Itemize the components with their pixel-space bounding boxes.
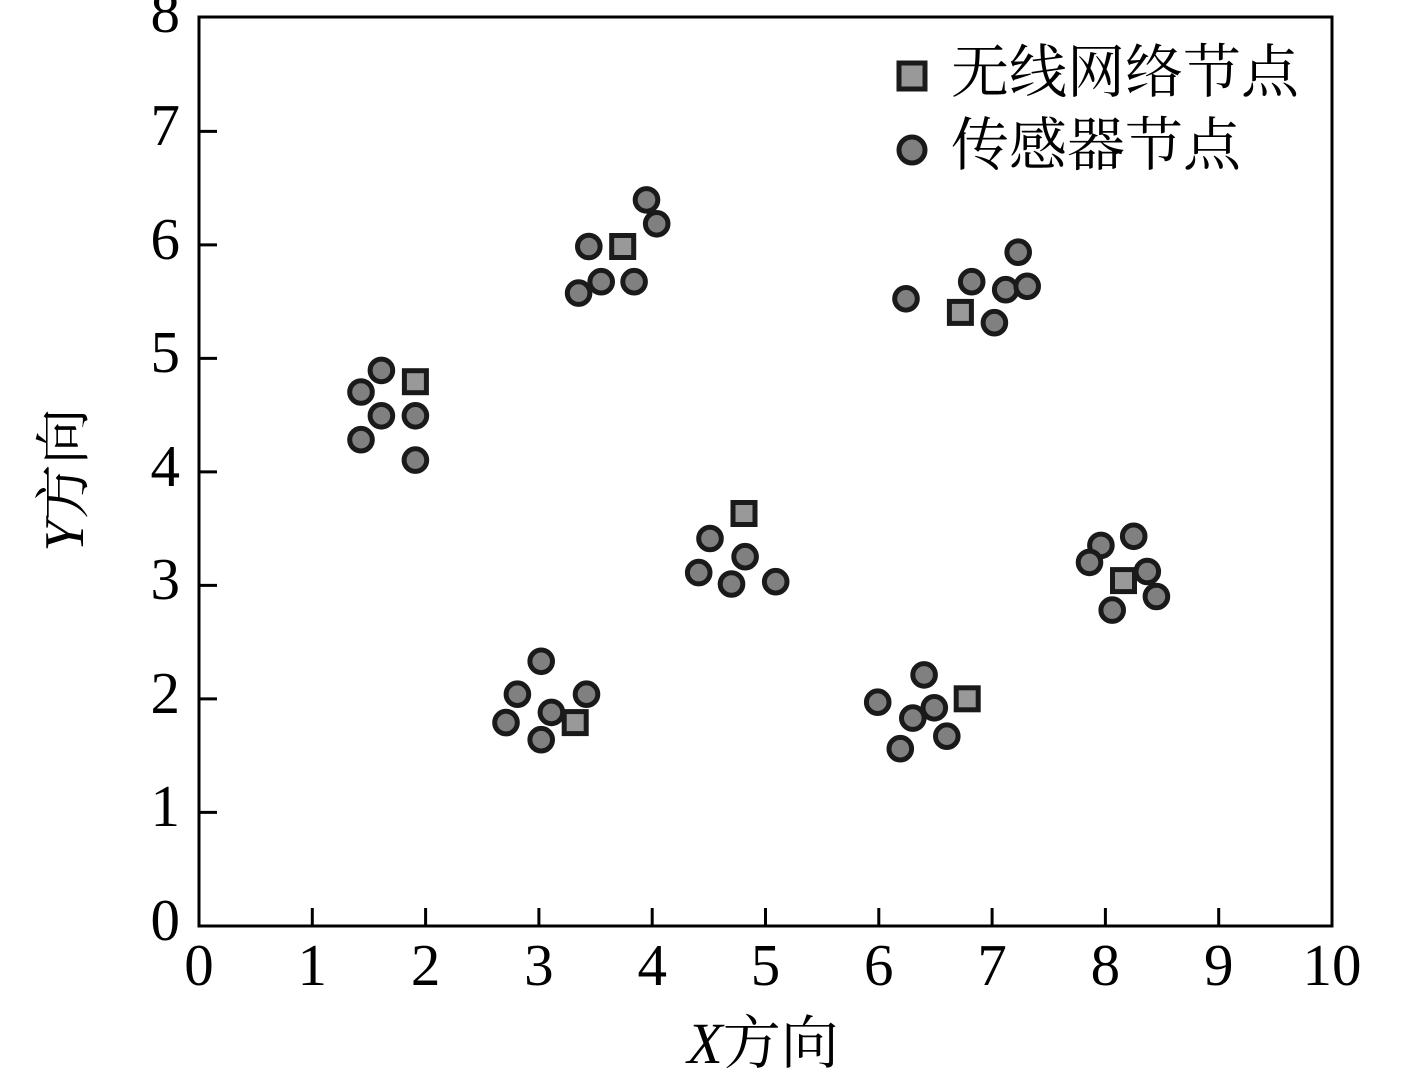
- svg-text:8: 8: [151, 0, 181, 45]
- svg-text:3: 3: [151, 546, 181, 612]
- svg-text:1: 1: [151, 773, 181, 839]
- svg-text:6: 6: [864, 932, 894, 998]
- svg-text:8: 8: [1091, 932, 1121, 998]
- svg-text:9: 9: [1204, 932, 1234, 998]
- svg-text:2: 2: [151, 660, 181, 726]
- svg-text:0: 0: [151, 887, 181, 953]
- svg-text:7: 7: [977, 932, 1007, 998]
- svg-text:X方向: X方向: [685, 1011, 838, 1075]
- svg-text:Y方向: Y方向: [34, 408, 96, 551]
- svg-text:3: 3: [524, 932, 554, 998]
- svg-text:无线网络节点: 无线网络节点: [951, 40, 1300, 105]
- svg-text:7: 7: [151, 92, 181, 158]
- svg-text:5: 5: [151, 319, 181, 385]
- svg-text:4: 4: [637, 932, 667, 998]
- svg-text:传感器节点: 传感器节点: [951, 113, 1242, 178]
- svg-text:4: 4: [151, 433, 181, 499]
- svg-text:5: 5: [751, 932, 781, 998]
- svg-text:6: 6: [151, 206, 181, 272]
- svg-text:2: 2: [411, 932, 441, 998]
- svg-text:1: 1: [298, 932, 328, 998]
- svg-text:10: 10: [1303, 932, 1362, 998]
- svg-text:0: 0: [184, 932, 214, 998]
